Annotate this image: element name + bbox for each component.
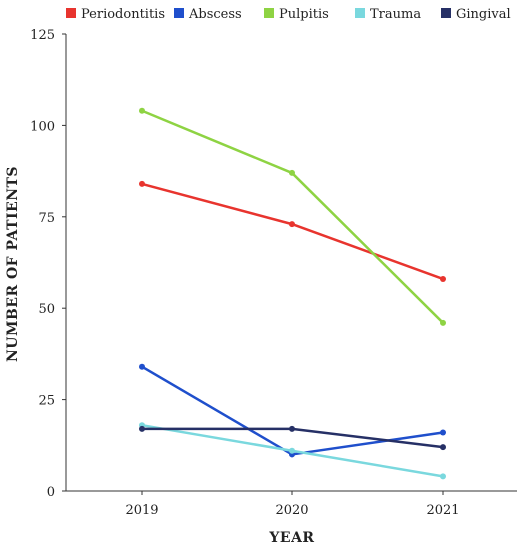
data-point [289,447,295,454]
series-line [140,109,445,325]
y-tick-label: 50 [38,302,55,317]
y-axis-title: NUMBER OF PATIENTS [5,166,21,362]
legend-swatch [174,8,184,18]
legend-label: Trauma [370,7,421,22]
data-point [289,169,295,176]
legend-label: Gingival [456,7,511,22]
legend-item: Trauma [355,7,421,22]
data-point [440,429,446,436]
data-point [440,319,446,326]
legend-label: Periodontitis [81,7,165,22]
legend-item: Pulpitis [264,7,329,22]
data-point [139,180,145,187]
series-line [140,182,445,281]
data-point [139,363,145,370]
data-point [289,221,295,228]
y-tick-label: 75 [38,211,55,226]
data-point [440,444,446,451]
x-tick-label: 2021 [426,503,459,518]
legend-swatch [355,8,365,18]
data-point [440,275,446,282]
x-tick-label: 2020 [275,503,308,518]
data-point [289,425,295,432]
y-tick-label: 0 [47,485,55,500]
legend-item: Abscess [174,7,242,22]
legend-item: Gingival [441,7,511,22]
y-tick-label: 100 [30,119,55,134]
legend-label: Abscess [188,7,242,22]
y-tick-label: 125 [30,28,55,43]
y-tick-label: 25 [38,394,55,409]
series-gingival [139,425,446,451]
series-pulpitis [139,107,446,326]
legend-swatch [66,8,76,18]
series-lines [139,107,446,480]
data-point [139,425,145,432]
series-periodontitis [139,180,446,282]
series-abscess [139,363,446,458]
axes [65,34,517,492]
legend-swatch [441,8,451,18]
legend: Periodontitis Abscess Pulpitis Trauma Gingiv… [66,7,511,22]
legend-label: Pulpitis [279,7,329,22]
legend-item: Periodontitis [66,7,165,22]
data-point [139,107,145,114]
x-axis-title: YEAR [268,530,314,546]
legend-swatch [264,8,274,18]
x-axis-ticks: 2019 2020 2021 [125,491,460,518]
data-point [440,473,446,480]
y-axis-ticks: 0 25 50 75 100 125 [30,28,66,500]
x-tick-label: 2019 [125,503,158,518]
